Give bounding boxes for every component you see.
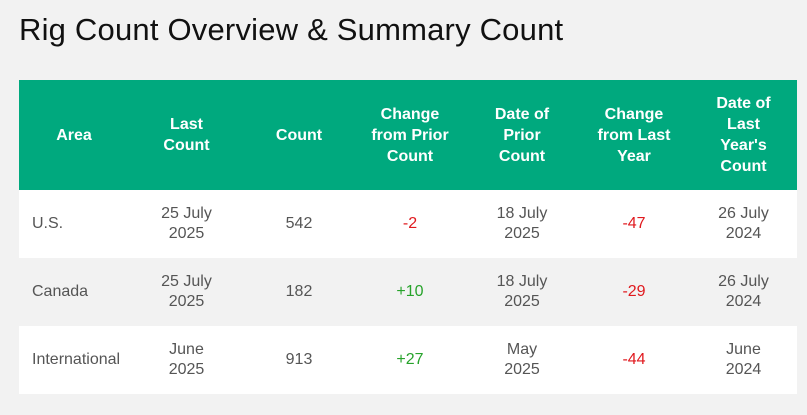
- cell-count: 542: [244, 190, 354, 258]
- cell-date-last-year: June 2024: [690, 326, 797, 394]
- cell-area: Canada: [19, 258, 129, 326]
- header-change-last-year: Change from Last Year: [578, 80, 690, 190]
- cell-last-count-text: 25 July 2025: [161, 273, 212, 310]
- header-last-count-label: Last Count: [163, 116, 210, 154]
- page-title: Rig Count Overview & Summary Count: [19, 12, 564, 47]
- cell-area: International: [19, 326, 129, 394]
- cell-date-last-year-text: 26 July 2024: [718, 273, 769, 310]
- cell-date-prior: 18 July 2025: [466, 190, 578, 258]
- header-date-prior: Date of Prior Count: [466, 80, 578, 190]
- cell-last-count: 25 July 2025: [129, 258, 244, 326]
- header-date-prior-label: Date of Prior Count: [494, 105, 550, 165]
- cell-last-count-text: 25 July 2025: [161, 205, 212, 242]
- header-area: Area: [19, 80, 129, 190]
- table-row: Canada 25 July 2025 182 +10 18 July 2025…: [19, 258, 797, 326]
- table-row: U.S. 25 July 2025 542 -2 18 July 2025 -4…: [19, 190, 797, 258]
- cell-date-prior: 18 July 2025: [466, 258, 578, 326]
- cell-date-last-year-text: 26 July 2024: [718, 205, 769, 242]
- cell-change-prior: -2: [354, 190, 466, 258]
- cell-last-count-text: June 2025: [168, 341, 205, 378]
- cell-change-prior: +10: [354, 258, 466, 326]
- cell-change-prior: +27: [354, 326, 466, 394]
- header-date-last-year-label: Date of Last Year's Count: [716, 95, 771, 175]
- cell-date-prior: May 2025: [466, 326, 578, 394]
- header-count: Count: [244, 80, 354, 190]
- cell-count: 182: [244, 258, 354, 326]
- header-date-last-year: Date of Last Year's Count: [690, 80, 797, 190]
- cell-date-prior-text: 18 July 2025: [496, 273, 548, 310]
- cell-date-last-year-text: June 2024: [725, 341, 762, 378]
- cell-date-prior-text: 18 July 2025: [496, 205, 548, 242]
- cell-count: 913: [244, 326, 354, 394]
- header-change-last-year-label: Change from Last Year: [597, 105, 671, 165]
- cell-change-last-year: -29: [578, 258, 690, 326]
- cell-change-last-year: -44: [578, 326, 690, 394]
- cell-area: U.S.: [19, 190, 129, 258]
- cell-date-prior-text: May 2025: [504, 341, 540, 378]
- header-change-prior: Change from Prior Count: [354, 80, 466, 190]
- cell-date-last-year: 26 July 2024: [690, 258, 797, 326]
- rig-count-table: Area Last Count Count Change from Prior …: [19, 80, 797, 394]
- rig-count-table-container: Area Last Count Count Change from Prior …: [19, 80, 797, 394]
- cell-last-count: 25 July 2025: [129, 190, 244, 258]
- cell-change-last-year: -47: [578, 190, 690, 258]
- cell-last-count: June 2025: [129, 326, 244, 394]
- header-change-prior-label: Change from Prior Count: [371, 105, 449, 165]
- table-header-row: Area Last Count Count Change from Prior …: [19, 80, 797, 190]
- cell-date-last-year: 26 July 2024: [690, 190, 797, 258]
- header-last-count: Last Count: [129, 80, 244, 190]
- table-row: International June 2025 913 +27 May 2025…: [19, 326, 797, 394]
